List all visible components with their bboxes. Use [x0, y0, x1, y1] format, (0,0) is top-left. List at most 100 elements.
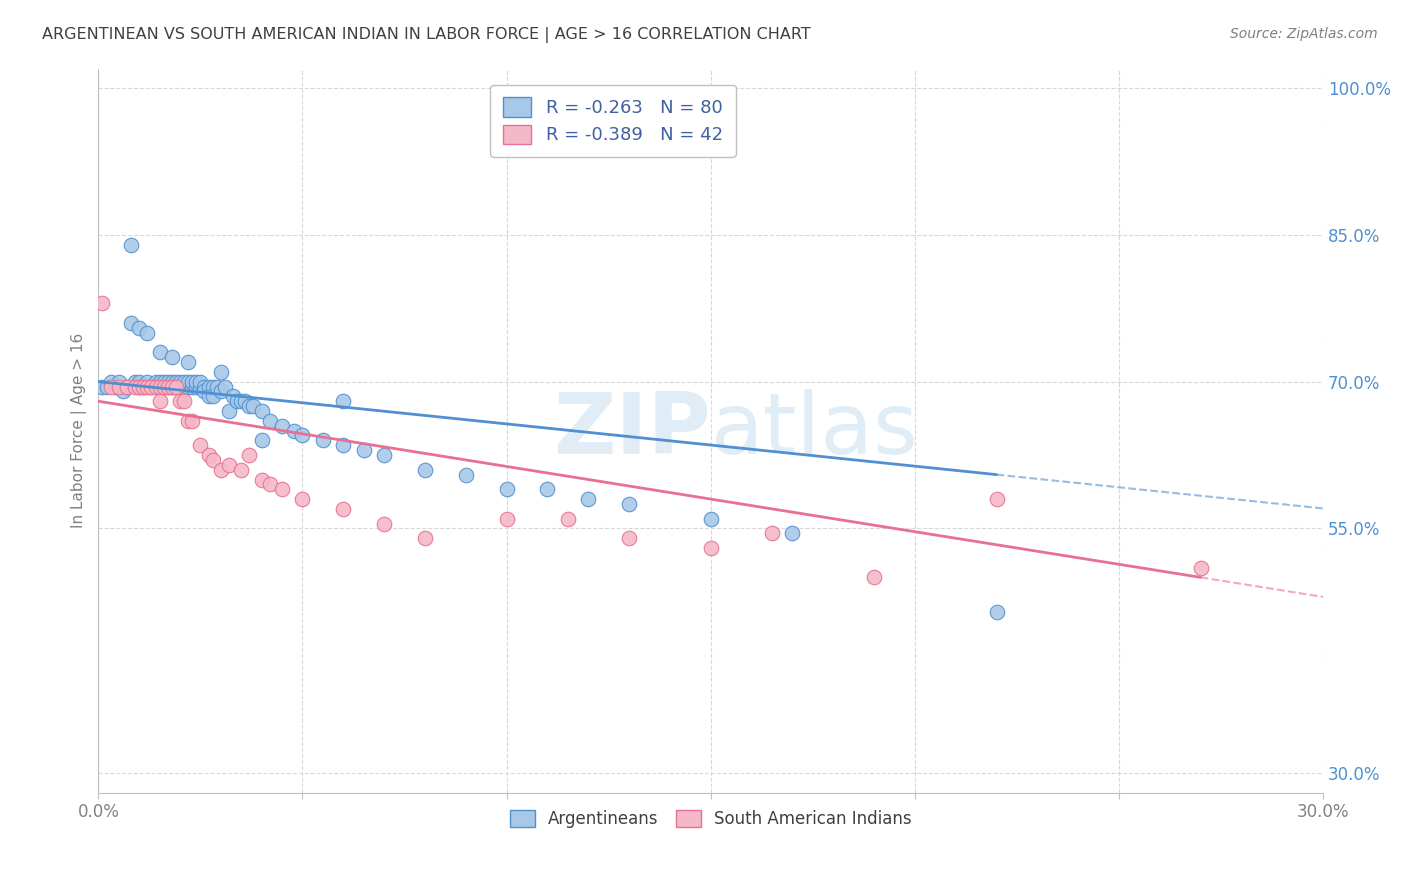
Point: [214, 379, 236, 393]
Point: [165, 375, 187, 389]
Point: [201, 389, 224, 403]
Point: [152, 379, 174, 393]
Point: [165, 379, 187, 393]
Point: [209, 463, 232, 477]
Point: [283, 424, 305, 438]
Point: [190, 375, 212, 389]
Point: [238, 448, 260, 462]
Point: [271, 418, 294, 433]
Point: [226, 394, 249, 409]
Point: [576, 492, 599, 507]
Point: [761, 526, 783, 541]
Text: atlas: atlas: [711, 389, 918, 472]
Point: [197, 379, 219, 393]
Point: [312, 434, 335, 448]
Point: [132, 379, 155, 393]
Y-axis label: In Labor Force | Age > 16: In Labor Force | Age > 16: [72, 333, 87, 528]
Point: [700, 511, 723, 525]
Point: [177, 375, 200, 389]
Point: [536, 483, 558, 497]
Point: [128, 379, 150, 393]
Point: [152, 375, 174, 389]
Point: [149, 379, 172, 393]
Point: [201, 453, 224, 467]
Point: [250, 404, 273, 418]
Point: [197, 448, 219, 462]
Point: [169, 375, 191, 389]
Point: [111, 384, 134, 399]
Point: [149, 345, 172, 359]
Point: [986, 605, 1008, 619]
Point: [181, 375, 204, 389]
Point: [115, 379, 138, 393]
Point: [332, 438, 354, 452]
Point: [242, 399, 264, 413]
Point: [156, 379, 179, 393]
Point: [231, 463, 253, 477]
Point: [259, 414, 281, 428]
Point: [1189, 560, 1212, 574]
Point: [205, 379, 228, 393]
Point: [149, 375, 172, 389]
Point: [136, 326, 159, 340]
Point: [128, 321, 150, 335]
Text: ARGENTINEAN VS SOUTH AMERICAN INDIAN IN LABOR FORCE | AGE > 16 CORRELATION CHART: ARGENTINEAN VS SOUTH AMERICAN INDIAN IN …: [42, 27, 811, 43]
Point: [193, 379, 215, 393]
Point: [218, 458, 240, 472]
Point: [201, 379, 224, 393]
Point: [91, 379, 114, 393]
Point: [141, 379, 163, 393]
Point: [100, 379, 122, 393]
Point: [238, 399, 260, 413]
Point: [181, 414, 204, 428]
Point: [617, 497, 640, 511]
Point: [149, 379, 172, 393]
Point: [128, 375, 150, 389]
Point: [332, 501, 354, 516]
Point: [104, 379, 127, 393]
Point: [413, 463, 436, 477]
Point: [986, 492, 1008, 507]
Point: [231, 394, 253, 409]
Point: [413, 531, 436, 545]
Point: [149, 394, 172, 409]
Point: [169, 379, 191, 393]
Point: [373, 516, 395, 531]
Point: [177, 379, 200, 393]
Point: [863, 570, 886, 584]
Point: [193, 384, 215, 399]
Point: [107, 375, 129, 389]
Point: [222, 389, 245, 403]
Point: [136, 379, 159, 393]
Point: [145, 375, 167, 389]
Point: [250, 434, 273, 448]
Point: [96, 379, 118, 393]
Point: [190, 379, 212, 393]
Point: [160, 379, 183, 393]
Text: ZIP: ZIP: [553, 389, 711, 472]
Point: [197, 389, 219, 403]
Point: [181, 379, 204, 393]
Point: [209, 365, 232, 379]
Point: [141, 379, 163, 393]
Point: [107, 379, 129, 393]
Point: [186, 375, 208, 389]
Point: [165, 379, 187, 393]
Point: [136, 375, 159, 389]
Point: [250, 473, 273, 487]
Point: [700, 541, 723, 555]
Point: [177, 355, 200, 369]
Point: [120, 237, 142, 252]
Point: [271, 483, 294, 497]
Point: [124, 375, 146, 389]
Legend: Argentineans, South American Indians: Argentineans, South American Indians: [503, 804, 918, 835]
Point: [156, 379, 179, 393]
Point: [332, 394, 354, 409]
Point: [128, 379, 150, 393]
Point: [173, 375, 195, 389]
Point: [782, 526, 804, 541]
Point: [353, 443, 375, 458]
Point: [218, 404, 240, 418]
Point: [173, 379, 195, 393]
Point: [156, 375, 179, 389]
